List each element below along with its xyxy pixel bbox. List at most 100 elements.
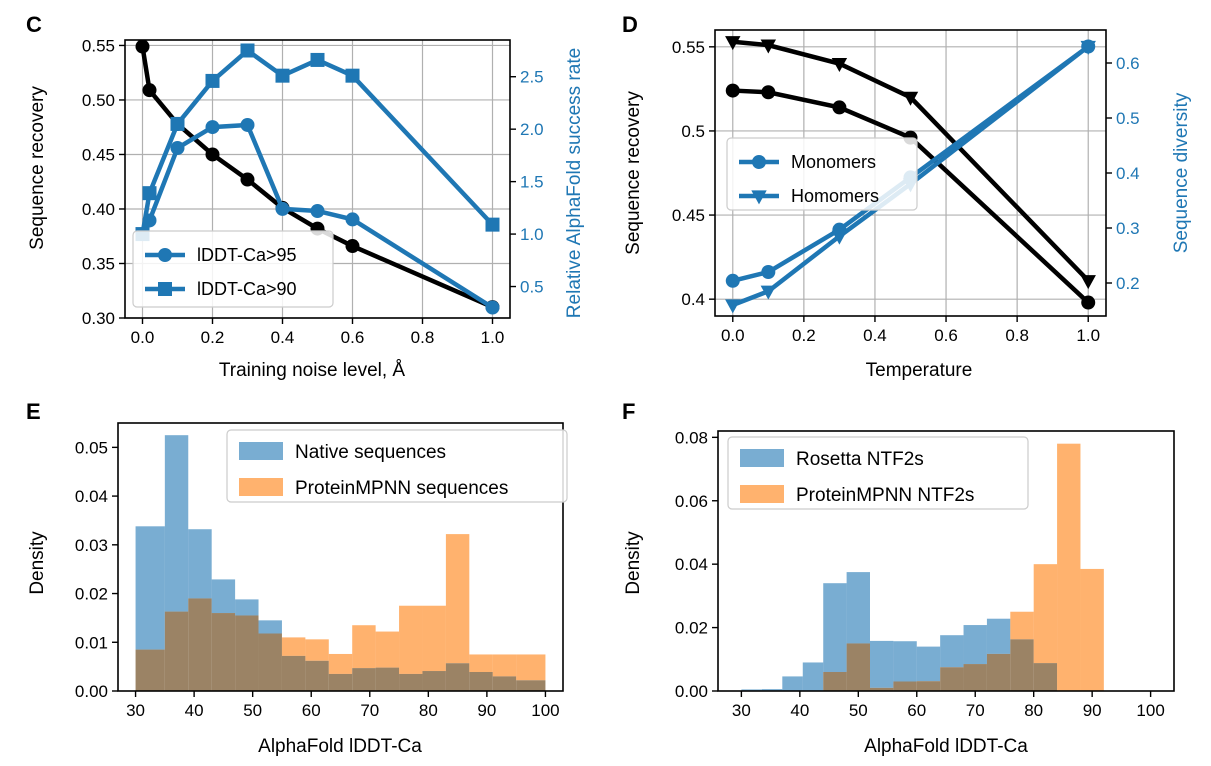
panel-d-ytick-right-label: 0.3 <box>1116 219 1140 238</box>
panel-c-series-0-point <box>345 239 360 254</box>
panel-e-legend-label: ProteinMPNN sequences <box>295 478 508 499</box>
panel-d-ytick-label: 0.5 <box>681 122 705 141</box>
panel-d-ylabel-right: Sequence diversity <box>1171 92 1192 253</box>
panel-c-series-2-point <box>205 73 220 88</box>
panel-f-bar-overlap <box>940 667 964 691</box>
panel-f-xtick-label: 70 <box>966 701 985 720</box>
panel-e-xtick-label: 50 <box>243 701 262 720</box>
panel-e-bar-overlap <box>352 668 376 691</box>
panel-c-xtick-label: 1.0 <box>481 328 505 347</box>
panel-f-bar <box>1080 568 1104 691</box>
panel-e-bar <box>305 639 329 661</box>
panel-c-xtick-label: 0.2 <box>201 328 225 347</box>
panel-d-series-3-point <box>725 299 741 314</box>
panel-d-ytick-label: 0.4 <box>681 290 705 309</box>
panel-c-series-1-point <box>205 120 220 135</box>
panel-f-ytick-label: 0.00 <box>675 682 708 701</box>
panel-c-series-2-point <box>142 186 157 201</box>
panel-f-legend-label: ProteinMPNN NTF2s <box>796 485 974 506</box>
panel-d-series-1-point <box>831 58 848 73</box>
panel-e-bar <box>258 620 282 634</box>
panel-f-xlabel: AlphaFold lDDT-Ca <box>864 736 1028 757</box>
panel-e-bar-overlap <box>375 667 400 691</box>
panel-e-bar-overlap <box>235 615 259 691</box>
panel-c-ytick-right-label: 2.5 <box>520 68 544 87</box>
panel-d-series-1-point <box>725 36 741 51</box>
panel-e-bar-overlap <box>188 598 212 691</box>
panel-e-xtick-label: 90 <box>477 701 496 720</box>
panel-d-ylabel: Sequence recovery <box>623 91 644 255</box>
panel-f-xtick-label: 80 <box>1024 701 1043 720</box>
panel-c-series-1-point <box>345 212 360 227</box>
panel-c-ytick-label: 0.30 <box>82 309 115 328</box>
panel-letter-f: F <box>622 399 635 424</box>
panel-e-legend-swatch <box>239 442 283 460</box>
panel-e-ytick-label: 0.04 <box>75 487 108 506</box>
panel-f-bar-overlap <box>1010 639 1034 691</box>
panel-c-series-2-point <box>170 116 185 131</box>
panel-d-series-3-point <box>760 285 777 300</box>
panel-f-ytick-label: 0.08 <box>675 428 708 447</box>
panel-f-bar <box>986 618 1011 654</box>
panel-e-xlabel: AlphaFold lDDT-Ca <box>258 736 422 757</box>
panel-f-ytick-label: 0.02 <box>675 619 708 638</box>
panel-c-series-1-point <box>240 117 255 132</box>
panel-c-series-1-point <box>485 300 500 315</box>
panel-e-ylabel: Density <box>27 531 48 595</box>
panel-c-ytick-right-label: 1.5 <box>520 173 544 192</box>
panel-d-series-0-point <box>1081 295 1096 310</box>
panel-d-legend-marker <box>752 155 766 169</box>
panel-d-series-1-point <box>760 39 777 54</box>
panel-f-bar <box>761 689 783 691</box>
panel-e-bar <box>469 654 493 672</box>
panel-e-ytick-label: 0.01 <box>75 633 108 652</box>
panel-c-ylabel: Sequence recovery <box>27 86 48 250</box>
panel-f-xtick-label: 30 <box>732 701 751 720</box>
panel-e-legend-swatch <box>239 478 283 496</box>
panel-e-xtick-label: 30 <box>126 701 145 720</box>
panel-f-bar <box>940 635 964 668</box>
panel-f-bar <box>846 572 870 644</box>
panel-f-ytick-label: 0.06 <box>675 492 708 511</box>
panel-e-bar <box>516 654 546 681</box>
panel-f-bar-overlap <box>823 671 847 691</box>
panel-c-series-0-point <box>135 39 150 54</box>
panel-d-ytick-right-label: 0.5 <box>1116 109 1140 128</box>
panel-c-series-0-point <box>240 172 255 187</box>
panel-c-ytick-label: 0.40 <box>82 200 115 219</box>
panel-d-xtick-label: 0.2 <box>792 326 816 345</box>
panel-e-bar-overlap <box>305 660 329 691</box>
panel-c-ytick-right-label: 0.5 <box>520 278 544 297</box>
panel-f-legend-swatch <box>740 485 784 503</box>
panel-f-xtick-label: 40 <box>790 701 809 720</box>
panel-f-xtick-label: 100 <box>1136 701 1164 720</box>
panel-f-xtick-label: 60 <box>907 701 926 720</box>
panel-e-bar-overlap <box>445 663 470 691</box>
panel-f-xtick-label: 90 <box>1083 701 1102 720</box>
panel-e-bar <box>375 631 400 668</box>
panel-f-legend <box>727 436 1029 510</box>
panel-f-bar <box>1010 611 1034 640</box>
panel-d-ytick-right-label: 0.6 <box>1116 54 1140 73</box>
panel-e-bar <box>422 605 446 672</box>
panel-f-bar-overlap <box>846 643 870 691</box>
panel-e-bar-overlap <box>164 611 189 691</box>
panel-d-ytick-right-label: 0.4 <box>1116 164 1140 183</box>
panel-c-legend-label: lDDT-Ca>95 <box>197 245 297 265</box>
panel-d-series-0-point <box>761 85 776 100</box>
panel-e-bar <box>164 435 189 612</box>
panel-e-chart: AlphaFold lDDT-Ca Density 30 40 50 60 70 80 90… <box>27 422 568 757</box>
panel-c-frame <box>124 39 511 319</box>
panel-f-ylabel: Density <box>623 531 644 595</box>
panel-c-ytick-right-label: 2.0 <box>520 120 544 139</box>
panel-c-xtick-label: 0.8 <box>411 328 435 347</box>
panel-f-bar <box>916 646 941 682</box>
panel-letter-c: C <box>26 12 42 37</box>
panel-letter-e: E <box>26 399 41 424</box>
panel-d-ytick-right-label: 0.2 <box>1116 274 1140 293</box>
panel-e-bar-overlap <box>281 655 306 691</box>
panel-e-legend <box>226 429 568 503</box>
panel-e-bar <box>281 637 306 656</box>
panel-f-bar <box>802 662 824 691</box>
panel-e-bar-overlap <box>399 673 423 691</box>
